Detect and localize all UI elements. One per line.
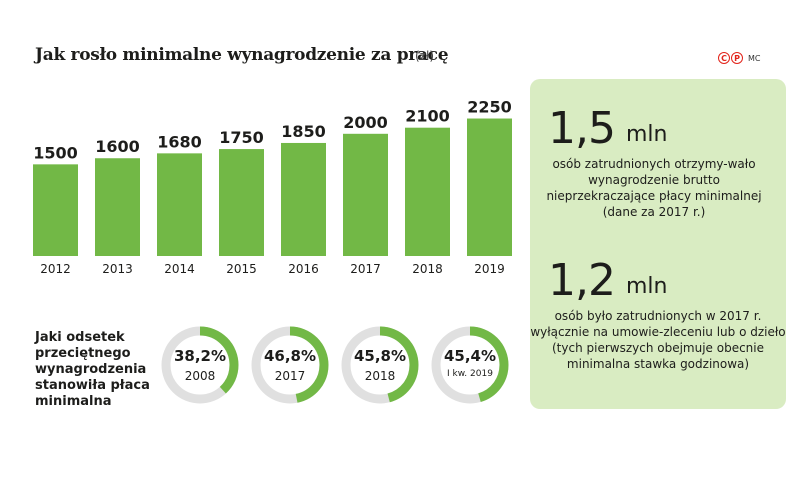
bar-2015 [219,149,264,256]
x-tick-label: 2014 [164,262,195,276]
publisher-logo: C P [718,52,743,64]
fact-2-text: osób było zatrudnionych w 2017 r. wyłącz… [530,309,786,371]
bar-value-label: 1750 [219,128,264,147]
ring-arc [161,326,239,404]
ring-value: 38,2% [173,347,227,365]
x-tick-label: 2017 [350,262,381,276]
ring-2019-donut [431,326,509,404]
ring-value: 45,8% [353,347,407,365]
x-tick-label: 2018 [412,262,443,276]
logo-p-mark: P [731,52,743,64]
rings-label: Jaki odsetek przeciętnego wynagrodzenia … [35,330,150,409]
ring-2017: 46,8% 2017 [250,325,330,405]
bar-value-label: 1500 [33,143,78,162]
fact-2-unit: mln [626,274,668,299]
x-tick-label: 2016 [288,262,319,276]
x-tick-label: 2019 [474,262,505,276]
bar-2018 [405,127,450,256]
bar-2014 [157,153,202,256]
bar-value-label: 2000 [343,113,388,132]
ring-2017-donut [251,326,329,404]
bar-value-label: 1680 [157,132,202,151]
x-tick-label: 2013 [102,262,133,276]
bar-2017 [343,133,388,256]
ring-value: 45,4% [443,347,497,365]
ring-2018: 45,8% 2018 [340,325,420,405]
bar-2013 [95,158,140,256]
bar-value-label: 2100 [405,107,450,126]
bar-2012 [33,164,78,256]
ring-year: 2017 [274,369,306,383]
ring-2019: 45,4% I kw. 2019 [430,325,510,405]
x-tick-label: 2015 [226,262,257,276]
page-title: Jak rosło minimalne wynagrodzenie za pra… [35,45,449,65]
title-unit: (zł) [415,49,435,63]
bar-2016 [281,142,326,256]
fact-2-number: 1,2 [548,255,616,306]
ring-arc [341,326,419,404]
bar-value-label: 1600 [95,137,140,156]
ring-2008-donut [161,326,239,404]
fact-1-text: osób zatrudnionych otrzymy-wało wynagrod… [546,157,762,219]
facts-panel: 1,5 mln osób zatrudnionych otrzymy-wało … [530,79,786,409]
author-initials: MC [748,54,761,63]
ring-2018-donut [341,326,419,404]
ring-year: 2018 [364,369,396,383]
ring-arc [251,326,329,404]
bar-value-label: 1850 [281,122,326,141]
logo-c-mark: C [718,52,730,64]
fact-1-unit: mln [626,122,668,147]
bar-2019 [467,118,512,257]
ring-value: 46,8% [263,347,317,365]
x-tick-label: 2012 [40,262,71,276]
bar-value-label: 2250 [467,98,512,117]
ring-2008: 38,2% 2008 [160,325,240,405]
wage-bar-chart: 1500 2012 1600 2013 1680 2014 1750 2015 1850 2016… [33,98,512,276]
ring-year: I kw. 2019 [447,369,493,379]
ring-arc [431,326,509,404]
fact-1-number: 1,5 [548,103,616,154]
ring-year: 2008 [184,369,216,383]
